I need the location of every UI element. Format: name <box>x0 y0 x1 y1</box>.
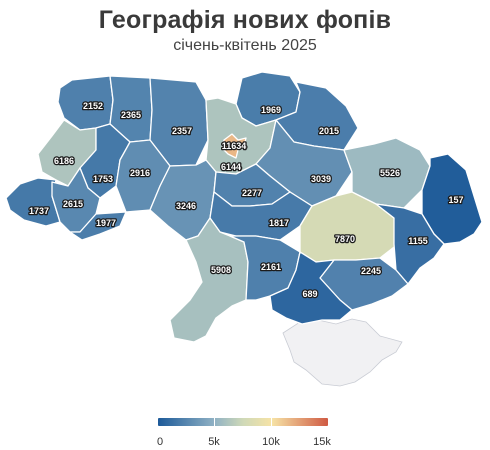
region-value-labels: 2152 2365 2357 1969 2015 6186 1753 2916 … <box>28 100 465 301</box>
value-label-zakarpattia: 1737 <box>29 206 49 216</box>
map-subtitle: січень-квітень 2025 <box>173 37 317 54</box>
value-label-rivne: 2365 <box>121 110 141 120</box>
color-scale-bar <box>158 418 328 426</box>
legend-label-0: 0 <box>156 436 164 448</box>
region-kyiv-city[interactable] <box>221 133 247 159</box>
value-label-lviv: 6186 <box>54 156 74 166</box>
value-label-luhansk: 157 <box>448 195 463 205</box>
value-label-vinnytsia: 3246 <box>176 201 196 211</box>
value-label-donetsk: 1155 <box>408 236 428 246</box>
map-title: Географія нових фопів <box>98 6 392 34</box>
region-odesa[interactable] <box>169 217 249 343</box>
region-chernivtsi[interactable] <box>69 211 127 241</box>
region-kherson[interactable] <box>269 251 353 325</box>
value-label-mykolaiv: 2161 <box>261 262 281 272</box>
value-label-sumy: 2015 <box>319 126 339 136</box>
region-ternopil[interactable] <box>79 123 131 199</box>
value-label-chernihiv: 1969 <box>261 105 281 115</box>
value-label-volyn: 2152 <box>83 101 103 111</box>
crimea-region <box>282 318 403 387</box>
value-label-poltava: 3039 <box>311 174 331 184</box>
value-label-cherkasy: 2277 <box>242 188 262 198</box>
value-label-kherson: 689 <box>302 289 317 299</box>
value-label-kirovohrad: 1817 <box>269 218 289 228</box>
value-label-odesa: 5908 <box>211 265 231 275</box>
legend-tick-5k <box>214 416 215 428</box>
legend-label-5k: 5k <box>208 436 220 448</box>
value-label-chernivtsi: 1977 <box>96 218 116 228</box>
legend-label-15k: 15k <box>313 436 331 448</box>
value-label-kyiv-city: 11634 <box>222 141 247 151</box>
value-label-ivano-frankivsk: 2615 <box>63 199 83 209</box>
color-legend <box>158 416 328 430</box>
legend-label-10k: 10k <box>262 436 280 448</box>
value-label-khmelnytskyi: 2916 <box>130 168 150 178</box>
legend-tick-10k <box>271 416 272 428</box>
region-donetsk[interactable] <box>375 203 445 285</box>
value-label-zhytomyr: 2357 <box>172 126 192 136</box>
value-label-kyiv-oblast: 6144 <box>221 162 241 172</box>
value-label-dnipropetrovsk: 7870 <box>335 234 355 244</box>
region-luhansk[interactable] <box>421 153 483 245</box>
value-label-ternopil: 1753 <box>93 174 113 184</box>
value-label-zaporizhzhia: 2245 <box>361 266 381 276</box>
value-label-kharkiv: 5526 <box>380 168 400 178</box>
